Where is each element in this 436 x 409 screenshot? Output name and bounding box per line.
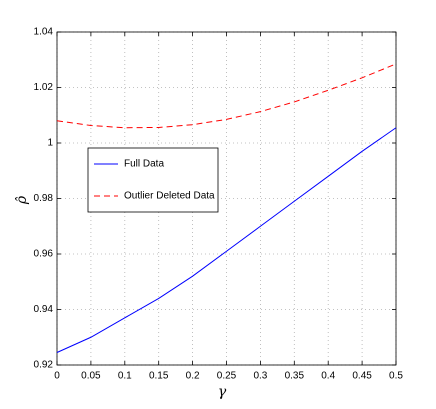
x-tick-label: 0.1: [118, 371, 132, 382]
x-tick-label: 0.45: [352, 371, 372, 382]
y-axis-label: ρ̂: [14, 195, 30, 205]
data-line: [56, 63, 397, 129]
y-tick-label: 0.94: [34, 304, 54, 315]
x-tick-label: 0: [54, 371, 60, 382]
y-tick-label: 0.98: [34, 193, 54, 204]
y-tick-label: 0.92: [34, 360, 54, 371]
x-tick-label: 0.3: [253, 371, 267, 382]
x-axis-label: γ: [218, 384, 227, 400]
x-tick-label: 0.5: [389, 371, 403, 382]
plot-frame: [56, 31, 397, 366]
y-tick-label: 0.96: [34, 249, 54, 260]
x-tick-label: 0.25: [217, 371, 237, 382]
legend-label: Outlier Deleted Data: [124, 191, 215, 202]
x-tick-label: 0.4: [321, 371, 335, 382]
data-line: [56, 127, 397, 353]
x-tick-label: 0.05: [81, 371, 101, 382]
legend-label: Full Data: [124, 159, 164, 170]
y-tick-label: 1.02: [34, 82, 54, 93]
x-tick-label: 0.2: [186, 371, 200, 382]
x-tick-label: 0.15: [149, 371, 169, 382]
y-tick-label: 1: [47, 138, 53, 149]
y-tick-label: 1.04: [34, 27, 54, 38]
x-tick-label: 0.35: [285, 371, 305, 382]
legend-box: [87, 147, 219, 213]
